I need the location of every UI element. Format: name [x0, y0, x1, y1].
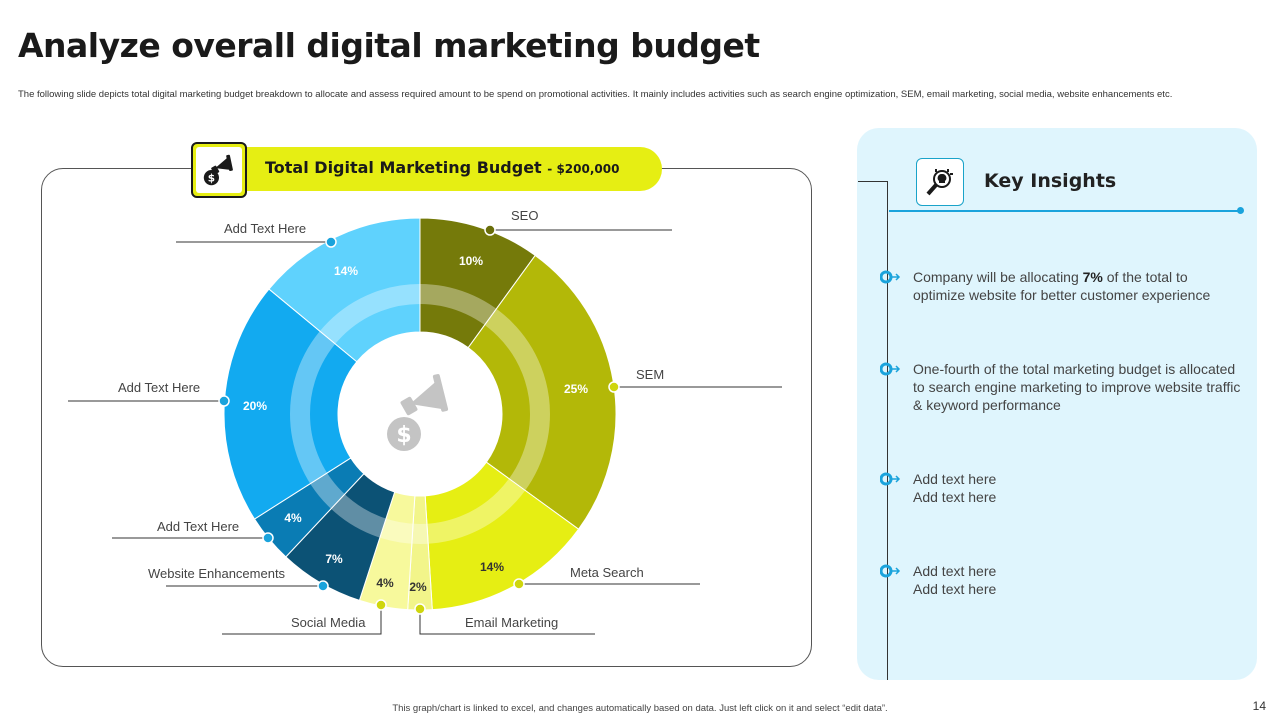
leader-dot: [608, 381, 620, 393]
slice-value-label: 10%: [459, 254, 483, 268]
slice-value-label: 4%: [376, 576, 394, 590]
slice-value-label: 7%: [325, 552, 343, 566]
page-title: Analyze overall digital marketing budget: [18, 26, 760, 65]
slice-value-label: 2%: [409, 580, 427, 594]
insight-text: One-fourth of the total marketing budget…: [913, 361, 1241, 413]
insight-text: Add text here Add text here: [913, 471, 997, 505]
money-megaphone-icon: $: [203, 154, 233, 186]
donut-slice: [424, 461, 580, 611]
budget-icon-box: $: [191, 142, 247, 198]
donut-hole: [340, 334, 500, 494]
slice-category-label: Social Media: [291, 615, 366, 630]
slice-value-label: 20%: [243, 399, 267, 413]
bullet-arrow-icon: [880, 270, 901, 284]
insights-underline: [889, 210, 1239, 212]
insights-title: Key Insights: [984, 170, 1117, 192]
insight-text: Add text here Add text here: [913, 563, 997, 597]
insights-timeline: [887, 181, 888, 680]
budget-title: Total Digital Marketing Budget - $200,00…: [265, 158, 619, 177]
leader-dot: [414, 603, 426, 615]
budget-amount: - $200,000: [547, 162, 620, 176]
slice-category-label: Website Enhancements: [148, 566, 286, 581]
slice-category-label: SEM: [636, 367, 664, 382]
page-subtitle: The following slide depicts total digita…: [18, 89, 1173, 100]
insights-connector: [858, 181, 888, 182]
donut-inner-ring: [290, 284, 550, 544]
leader-dot: [375, 599, 387, 611]
donut-slice: [223, 288, 358, 520]
insights-panel: [857, 128, 1257, 680]
money-megaphone-icon: [387, 374, 449, 451]
slice-category-label: SEO: [511, 208, 538, 223]
slice-category-label: Email Marketing: [465, 615, 558, 630]
slice-value-label: 14%: [480, 560, 504, 574]
budget-banner: [196, 147, 662, 191]
insights-icon-box: [916, 158, 964, 206]
slice-value-label: 25%: [564, 382, 588, 396]
bullet-arrow-icon: [880, 362, 901, 376]
slice-value-label: 4%: [284, 511, 302, 525]
slice-category-label: Add Text Here: [224, 221, 306, 236]
leader-dot: [513, 578, 525, 590]
footer-note: This graph/chart is linked to excel, and…: [392, 703, 888, 714]
leader-dot: [262, 532, 274, 544]
page-number: 14: [1252, 699, 1266, 713]
budget-label: Total Digital Marketing Budget: [265, 158, 542, 177]
leader-line: [222, 605, 382, 635]
lightbulb-magnifier-icon: [926, 169, 953, 196]
bullet-arrow-icon: [880, 472, 901, 486]
insight-text: Company will be allocating 7% of the tot…: [913, 269, 1211, 303]
slice-category-label: Meta Search: [570, 565, 644, 580]
leader-line: [419, 609, 595, 635]
slice-category-label: Add Text Here: [118, 380, 200, 395]
donut-slice: [268, 217, 421, 363]
slice-category-label: Add Text Here: [157, 519, 239, 534]
svg-text:$: $: [208, 172, 215, 184]
bullet-arrow-icon: [880, 564, 901, 578]
leader-dot: [325, 236, 337, 248]
donut-slice: [467, 254, 617, 530]
slice-value-label: 14%: [334, 264, 358, 278]
dollar-glyph-icon: $: [396, 423, 411, 448]
leader-dot: [218, 395, 230, 407]
insights-underline-dot: [1237, 207, 1244, 214]
leader-dot: [317, 580, 329, 592]
leader-dot: [484, 224, 496, 236]
